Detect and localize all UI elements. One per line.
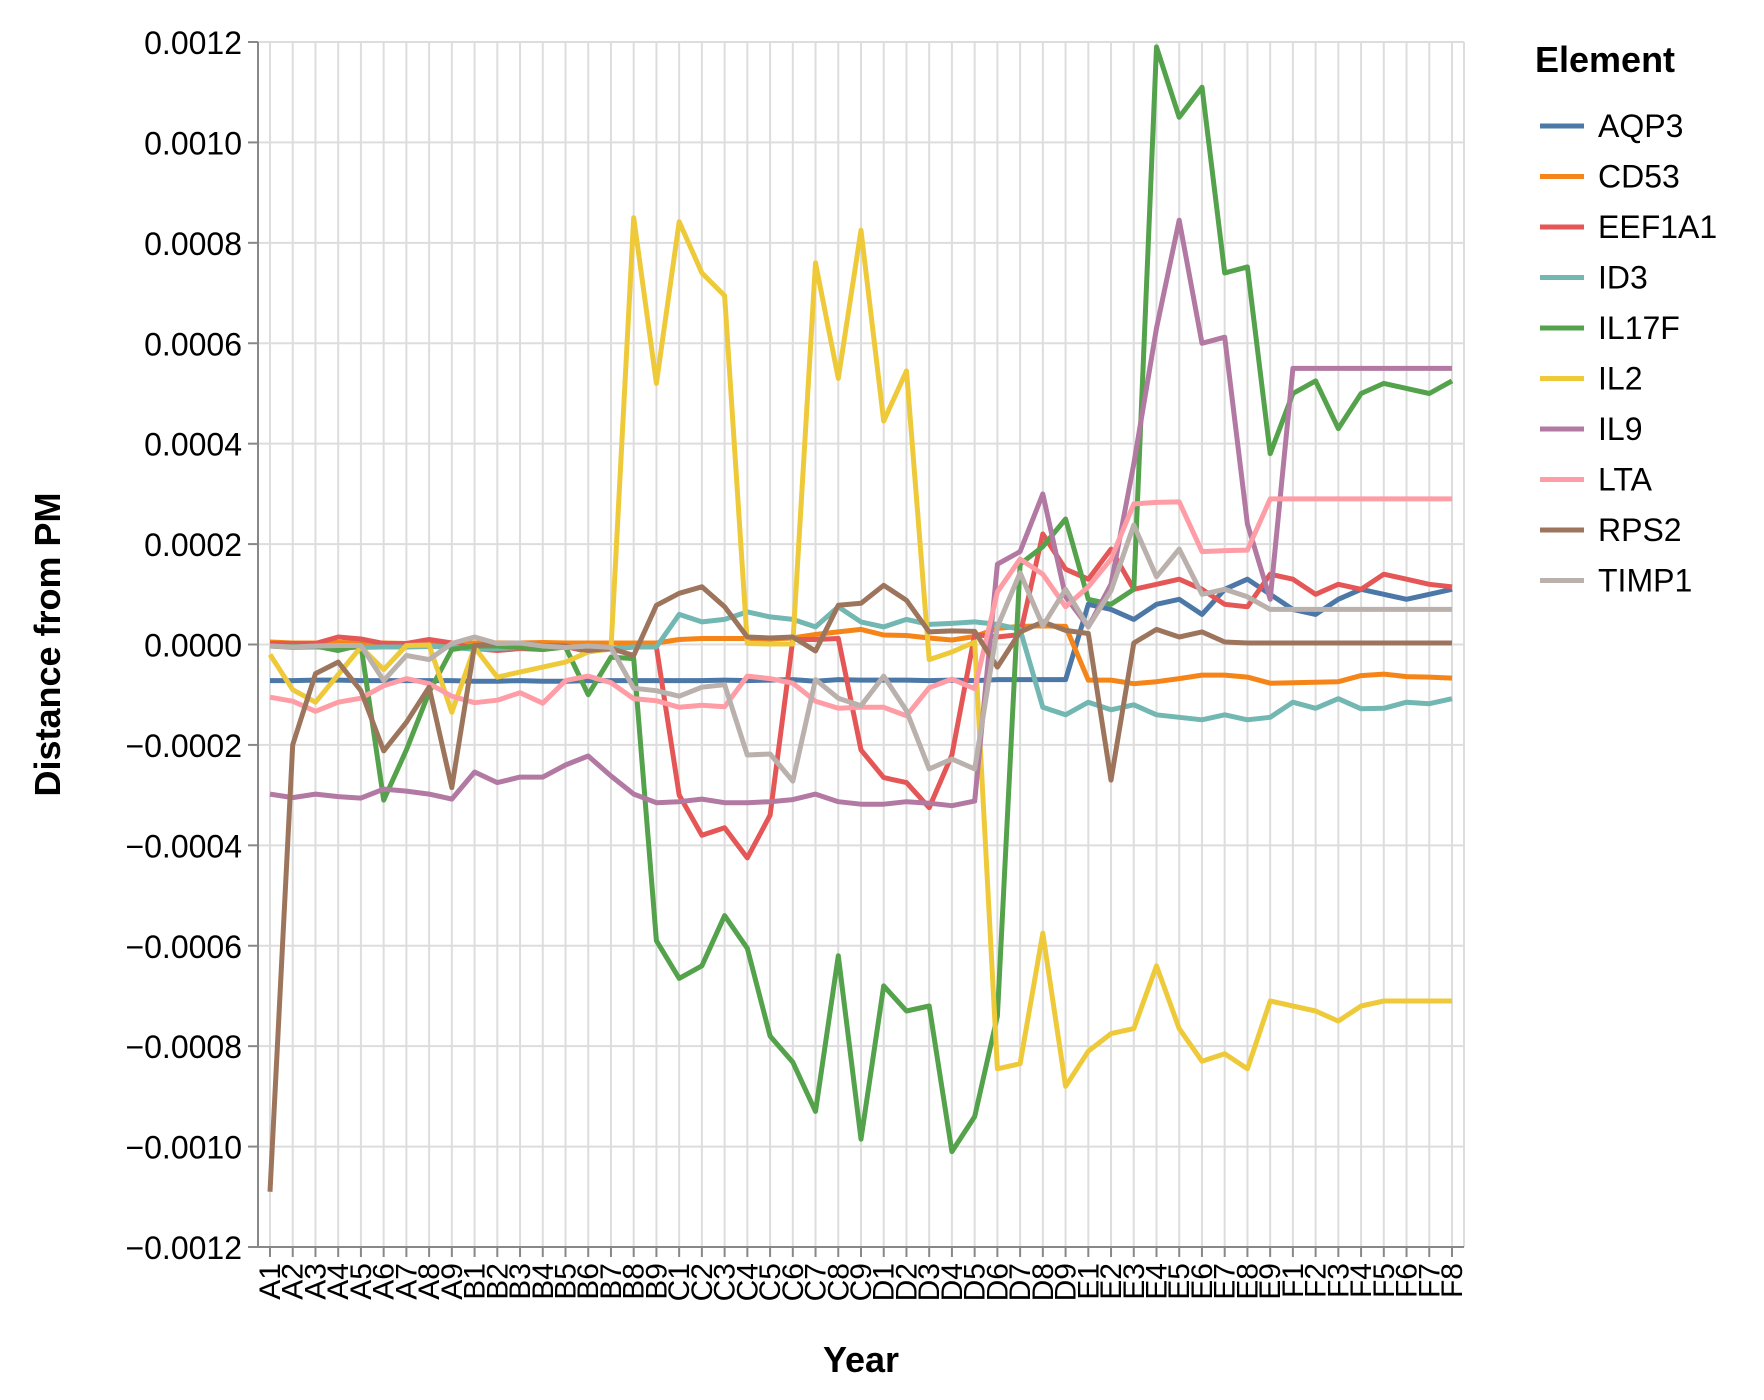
x-tick-label: C3 [709, 1263, 742, 1301]
x-tick-label: B2 [481, 1263, 514, 1300]
x-tick-label: C8 [822, 1263, 855, 1301]
x-axis-title: Year [823, 1339, 899, 1380]
x-tick-label: F1 [1277, 1263, 1310, 1298]
x-tick-label: E7 [1209, 1263, 1242, 1300]
x-tick-label: F2 [1300, 1263, 1333, 1298]
x-tick-label: D1 [868, 1263, 901, 1301]
series-line-il17f [269, 44, 1454, 1155]
x-tick-label: C5 [754, 1263, 787, 1301]
x-tick-label: B6 [572, 1263, 605, 1300]
x-tick-label: D8 [1027, 1263, 1060, 1301]
x-tick-label: D2 [890, 1263, 923, 1301]
x-tick-label: C9 [845, 1263, 878, 1301]
x-tick-label: C7 [800, 1263, 833, 1301]
legend-label-timp1: TIMP1 [1598, 563, 1692, 599]
y-axis-ticks: 0.0012 0.0010 0.0008 0.0006 0.0004 0.0002 0.00… [125, 25, 258, 1266]
y-tick-label: 0.0008 [144, 226, 242, 262]
x-tick-label: D6 [981, 1263, 1014, 1301]
y-tick-label: 0.0012 [144, 25, 242, 61]
x-tick-label: F6 [1391, 1263, 1424, 1298]
x-tick-label: F4 [1345, 1263, 1378, 1298]
x-tick-label: C2 [686, 1263, 719, 1301]
x-tick-label: A9 [436, 1263, 469, 1300]
x-tick-label: A6 [368, 1263, 401, 1300]
legend: Element AQP3 CD53 EEF1A1 ID3 IL17F IL2 IL9 LTA R… [1535, 39, 1717, 599]
series-line-cd53 [269, 623, 1453, 687]
x-tick-label: F3 [1322, 1263, 1355, 1298]
series-lines [267, 44, 1454, 1192]
x-tick-label: E9 [1254, 1263, 1287, 1300]
y-tick-label: −0.0010 [125, 1130, 242, 1166]
x-tick-label: B9 [640, 1263, 673, 1300]
x-tick-label: A7 [390, 1263, 423, 1300]
legend-label-il17f: IL17F [1598, 310, 1680, 346]
x-tick-label: D4 [936, 1263, 969, 1301]
x-tick-label: C6 [777, 1263, 810, 1301]
legend-title: Element [1535, 39, 1675, 80]
x-tick-label: E3 [1118, 1263, 1151, 1300]
series-line-il2 [267, 215, 1452, 1089]
x-tick-label: E5 [1163, 1263, 1196, 1300]
legend-label-rps2: RPS2 [1598, 512, 1682, 548]
x-tick-label: F5 [1368, 1263, 1401, 1298]
legend-label-il2: IL2 [1598, 361, 1642, 397]
x-tick-label: D7 [1004, 1263, 1037, 1301]
x-tick-label: B7 [595, 1263, 628, 1300]
series-line-rps2 [267, 582, 1452, 1192]
x-tick-label: E1 [1072, 1263, 1105, 1300]
x-tick-label: B4 [527, 1263, 560, 1300]
y-tick-label: 0.0010 [144, 125, 242, 161]
y-tick-label: 0.0006 [144, 326, 242, 362]
legend-label-cd53: CD53 [1598, 159, 1680, 195]
x-tick-label: A2 [277, 1263, 310, 1300]
x-tick-label: B1 [459, 1263, 492, 1300]
x-tick-label: D9 [1050, 1263, 1083, 1301]
legend-label-id3: ID3 [1598, 260, 1648, 296]
y-tick-label: −0.0006 [125, 929, 242, 965]
legend-label-aqp3: AQP3 [1598, 108, 1683, 144]
x-tick-label: E6 [1186, 1263, 1219, 1300]
x-tick-label: C4 [731, 1263, 764, 1301]
series-line-timp1 [269, 522, 1452, 784]
x-tick-label: A8 [413, 1263, 446, 1300]
x-tick-label: A1 [254, 1263, 287, 1300]
legend-label-lta: LTA [1598, 462, 1653, 498]
y-tick-label: 0.0004 [144, 427, 242, 463]
y-tick-label: −0.0004 [125, 828, 242, 864]
x-tick-label: C1 [663, 1263, 696, 1301]
x-tick-label: E8 [1231, 1263, 1264, 1300]
legend-label-il9: IL9 [1598, 411, 1642, 447]
x-tick-label: D5 [959, 1263, 992, 1301]
x-tick-label: A5 [345, 1263, 378, 1300]
x-tick-label: B3 [504, 1263, 537, 1300]
x-tick-label: B5 [550, 1263, 583, 1300]
x-tick-label: F8 [1436, 1263, 1469, 1298]
x-tick-label: A4 [322, 1263, 355, 1300]
x-tick-label: E4 [1141, 1263, 1174, 1300]
y-axis-title: Distance from PM [27, 492, 68, 796]
y-tick-label: −0.0008 [125, 1029, 242, 1065]
x-tick-label: B8 [618, 1263, 651, 1300]
series-line-il9 [269, 217, 1452, 809]
legend-label-eef1a1: EEF1A1 [1598, 209, 1717, 245]
x-tick-label: E2 [1095, 1263, 1128, 1300]
y-tick-label: −0.0002 [125, 728, 242, 764]
y-tick-label: 0.0000 [144, 628, 242, 664]
y-tick-label: −0.0012 [125, 1230, 242, 1266]
x-tick-label: A3 [299, 1263, 332, 1300]
y-tick-label: 0.0002 [144, 527, 242, 563]
x-axis-ticks: A1A2A3A4A5A6A7A8A9B1B2B3B4B5B6B7B8B9C1C2… [254, 1247, 1469, 1301]
x-tick-label: D3 [913, 1263, 946, 1301]
x-tick-label: F7 [1413, 1263, 1446, 1298]
